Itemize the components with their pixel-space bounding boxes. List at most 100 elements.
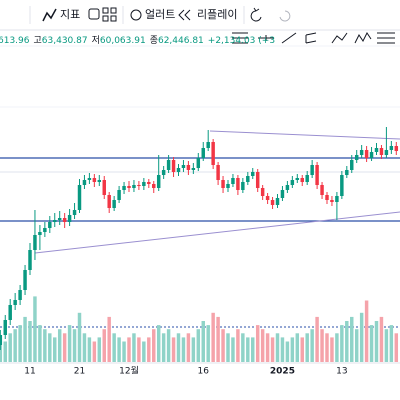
volume-bar [270, 337, 275, 362]
tool-pattern[interactable] [331, 32, 348, 44]
alert-icon[interactable] [130, 9, 142, 21]
volume-bar [384, 329, 389, 362]
candle-body [221, 180, 225, 188]
ohlc-item: 62,446.81 [158, 36, 204, 46]
candle-body [315, 165, 319, 185]
candle-body [330, 200, 334, 202]
candle-body [389, 146, 394, 150]
alert-button[interactable]: 얼러트 [145, 7, 175, 21]
candle-body [191, 168, 196, 170]
candle-body [127, 186, 131, 188]
volume-bar [305, 333, 309, 362]
volume-bar [231, 337, 235, 362]
tool-channel[interactable] [305, 32, 317, 44]
candle-body [137, 185, 141, 186]
candle-body [186, 165, 191, 170]
volume-bar [191, 337, 196, 362]
volume-bar [330, 337, 334, 362]
volume-bar [295, 333, 300, 362]
candle-body [77, 185, 82, 210]
volume-bar [236, 329, 240, 362]
volume-bar [117, 337, 121, 362]
volume-bar [107, 316, 111, 362]
candle-body [8, 305, 12, 320]
candle-body [251, 172, 255, 176]
volume-bar [127, 337, 131, 362]
volume-bar [196, 329, 201, 362]
candle-body [102, 180, 106, 195]
candle-body [62, 218, 67, 222]
ohlc-item: 고 [34, 36, 42, 46]
candle-body [231, 178, 235, 184]
volume-bar [3, 341, 7, 362]
volume-bar [186, 333, 191, 362]
candle-body [285, 185, 290, 190]
volume-bar [290, 337, 295, 362]
volume-bar [181, 337, 186, 362]
trend-line[interactable] [34, 211, 400, 254]
replay-icon[interactable] [178, 9, 191, 21]
indicator-icon[interactable] [42, 8, 57, 22]
volume-bar [340, 325, 344, 362]
volume-bar [28, 321, 32, 362]
x-axis-labels: 11 21 12월 16 2025 13 [24, 365, 347, 377]
candle-body [374, 148, 379, 152]
candle-body [132, 185, 136, 188]
candle-body [320, 185, 324, 195]
redo-button[interactable] [279, 10, 291, 22]
volume-bar [211, 312, 215, 362]
tool-hline[interactable] [258, 35, 274, 41]
candle-body [290, 180, 295, 185]
candle-body [359, 150, 364, 155]
volume-bar [43, 329, 47, 362]
indicators-button[interactable]: 지표 [60, 8, 80, 21]
volume-bar [112, 333, 116, 362]
candle-body [275, 198, 280, 205]
candle-body [142, 182, 146, 186]
volume-bar [156, 325, 161, 362]
volume-bar [389, 325, 394, 362]
candle-body [82, 180, 87, 185]
volume-bar [369, 325, 374, 362]
trend-line[interactable] [209, 130, 400, 140]
candle-body [236, 178, 240, 190]
volume-bar [206, 325, 210, 362]
candle-body [211, 142, 215, 165]
candle-body [122, 186, 126, 190]
volume-bar [354, 329, 359, 362]
candle-body [33, 235, 37, 250]
volume-bar [325, 333, 329, 362]
tool-wave[interactable] [354, 32, 372, 44]
candle-body [48, 222, 52, 228]
templates-icon[interactable] [88, 8, 100, 20]
ohlc-item: 종 [150, 35, 158, 46]
candle-body [369, 152, 374, 158]
candle-body [161, 170, 166, 175]
replay-button[interactable]: 리플레이 [197, 8, 237, 21]
volume-bar [280, 337, 285, 362]
volume-bar [53, 337, 57, 362]
volume-bar [23, 316, 27, 362]
candle-body [147, 182, 151, 184]
tool-fib[interactable] [377, 32, 395, 44]
volume-bar [8, 333, 12, 362]
volume-bar [147, 337, 151, 362]
candle-body [280, 190, 285, 198]
tool-trend[interactable] [281, 32, 297, 44]
candle-body [196, 158, 201, 168]
layout-icon[interactable] [102, 7, 117, 22]
candle-body [112, 200, 116, 208]
volume-bar [300, 337, 304, 362]
undo-button[interactable] [250, 7, 262, 22]
volume-bar [38, 325, 42, 362]
tool-lines[interactable] [232, 32, 248, 44]
candle-body [23, 270, 27, 290]
candle-body [117, 190, 121, 200]
volume-bar [310, 329, 314, 362]
candle-body [201, 148, 205, 158]
candle-body [394, 146, 399, 151]
candle-body [255, 172, 260, 188]
volume-bar [260, 329, 265, 362]
volume-bar [255, 325, 260, 362]
